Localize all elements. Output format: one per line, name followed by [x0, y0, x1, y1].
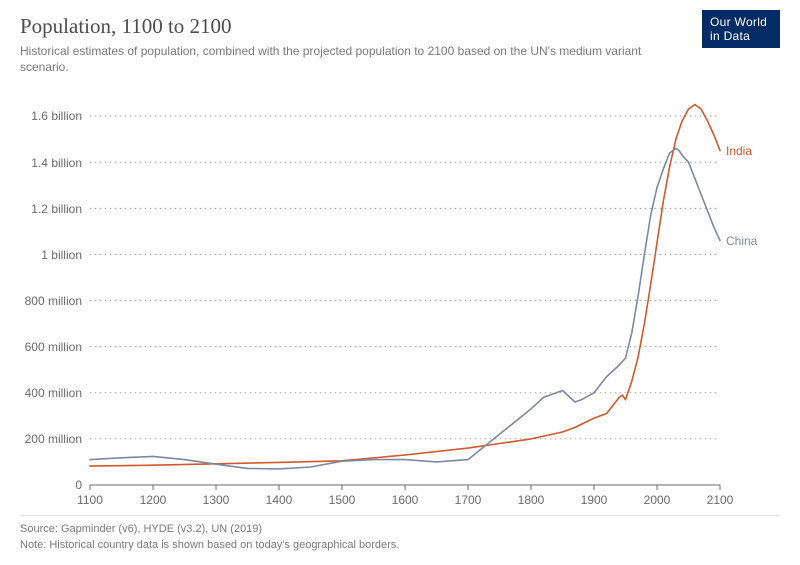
x-axis-tick-label: 1600 [392, 493, 419, 507]
y-axis-tick-label: 800 million [25, 294, 82, 308]
x-axis-tick-label: 1700 [455, 493, 482, 507]
y-axis-tick-label: 600 million [25, 340, 82, 354]
y-axis-tick-label: 0 [75, 478, 82, 492]
plot-area: 0 200 million 400 million 600 million 800 mi… [20, 89, 780, 509]
x-axis-tick-label: 2000 [644, 493, 671, 507]
owid-logo: Our World in Data [702, 10, 780, 48]
footer-note: Note: Historical country data is shown b… [20, 538, 780, 553]
x-axis-tick-label: 1500 [329, 493, 356, 507]
chart-title: Population, 1100 to 2100 [20, 14, 780, 39]
y-axis-tick-label: 400 million [25, 386, 82, 400]
x-axis-tick-label: 1100 [77, 493, 103, 507]
plot-svg [20, 89, 780, 509]
chart-subtitle: Historical estimates of population, comb… [20, 43, 660, 75]
x-axis-tick-label: 2100 [707, 493, 734, 507]
logo-line1: Our World [710, 15, 772, 29]
logo-line2: in Data [710, 29, 772, 43]
series-label-india: India [726, 144, 752, 158]
x-axis-tick-label: 1800 [518, 493, 545, 507]
x-axis-tick-label: 1900 [581, 493, 608, 507]
y-axis-tick-label: 1 billion [41, 248, 82, 262]
x-axis-tick-label: 1400 [266, 493, 293, 507]
x-axis-tick-label: 1300 [203, 493, 230, 507]
series-label-china: China [726, 234, 757, 248]
x-axis-tick-label: 1200 [140, 493, 167, 507]
y-axis-tick-label: 200 million [25, 432, 82, 446]
y-axis-tick-label: 1.2 billion [31, 202, 82, 216]
chart-footer: Source: Gapminder (v6), HYDE (v3.2), UN … [20, 515, 780, 553]
y-axis-tick-label: 1.4 billion [31, 156, 82, 170]
chart-container: Our World in Data Population, 1100 to 21… [0, 0, 800, 565]
y-axis-tick-label: 1.6 billion [31, 109, 82, 123]
footer-source: Source: Gapminder (v6), HYDE (v3.2), UN … [20, 522, 780, 537]
